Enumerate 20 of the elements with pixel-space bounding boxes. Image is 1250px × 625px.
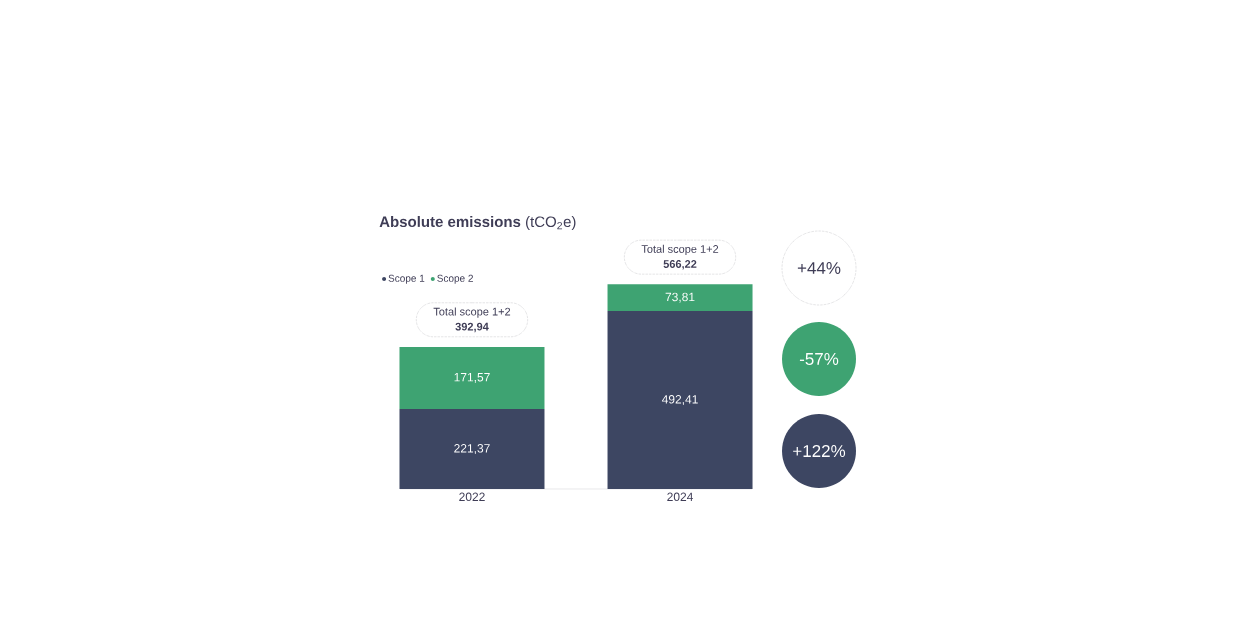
- bar: [399, 408, 545, 489]
- data-label: 73,81: [665, 292, 695, 303]
- data-label: 492,41: [661, 395, 698, 405]
- bar: [607, 284, 753, 312]
- bar: [607, 311, 753, 489]
- legend-label: Scope 2: [437, 274, 473, 284]
- text: +44%: [797, 262, 841, 274]
- chart-title: Absolute emissions (tCO$_{2}$e): [379, 216, 576, 230]
- legend-label: Scope 1: [388, 274, 425, 284]
- data-label: 221,37: [454, 444, 490, 454]
- text: +122%: [793, 445, 846, 457]
- total-label: 392,94: [455, 322, 489, 333]
- annotation: Total scope 1+2: [433, 307, 511, 318]
- data-label: 171,57: [454, 373, 490, 383]
- x-tick-label: 2022: [459, 492, 485, 502]
- bar: [399, 346, 545, 409]
- x-tick-label: 2024: [667, 492, 694, 502]
- annotation: Total scope 1+2: [641, 244, 719, 256]
- text: -57%: [799, 353, 839, 365]
- total-label: 566,22: [663, 260, 697, 270]
